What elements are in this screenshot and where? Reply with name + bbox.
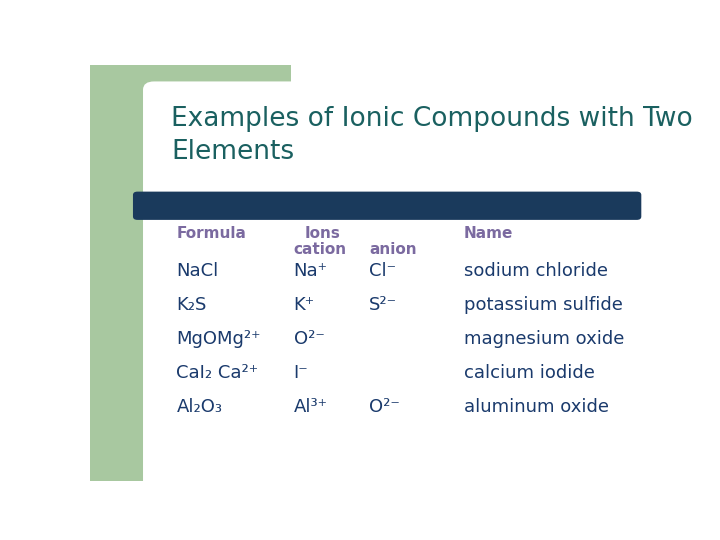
- Text: anion: anion: [369, 242, 417, 258]
- FancyBboxPatch shape: [154, 65, 291, 181]
- Text: Formula: Formula: [176, 226, 246, 241]
- Text: K₂S: K₂S: [176, 296, 207, 314]
- Text: Al³⁺: Al³⁺: [294, 398, 328, 416]
- Text: cation: cation: [294, 242, 347, 258]
- Text: NaCl: NaCl: [176, 261, 219, 280]
- Text: potassium sulfide: potassium sulfide: [464, 296, 623, 314]
- Text: aluminum oxide: aluminum oxide: [464, 398, 609, 416]
- Text: MgOMg²⁺: MgOMg²⁺: [176, 330, 261, 348]
- Text: S²⁻: S²⁻: [369, 296, 397, 314]
- Text: magnesium oxide: magnesium oxide: [464, 330, 624, 348]
- Text: calcium iodide: calcium iodide: [464, 364, 595, 382]
- Text: Na⁺: Na⁺: [294, 261, 328, 280]
- FancyBboxPatch shape: [90, 65, 154, 481]
- Text: Name: Name: [464, 226, 513, 241]
- Text: Cl⁻: Cl⁻: [369, 261, 396, 280]
- Text: I⁻: I⁻: [294, 364, 308, 382]
- Text: O²⁻: O²⁻: [369, 398, 400, 416]
- Text: Ions: Ions: [305, 226, 341, 241]
- Text: Al₂O₃: Al₂O₃: [176, 398, 222, 416]
- FancyBboxPatch shape: [133, 192, 642, 220]
- Text: sodium chloride: sodium chloride: [464, 261, 608, 280]
- Text: K⁺: K⁺: [294, 296, 315, 314]
- Text: CaI₂ Ca²⁺: CaI₂ Ca²⁺: [176, 364, 258, 382]
- Text: O²⁻: O²⁻: [294, 330, 325, 348]
- Text: Examples of Ionic Compounds with Two
Elements: Examples of Ionic Compounds with Two Ele…: [171, 106, 693, 165]
- FancyBboxPatch shape: [143, 82, 660, 489]
